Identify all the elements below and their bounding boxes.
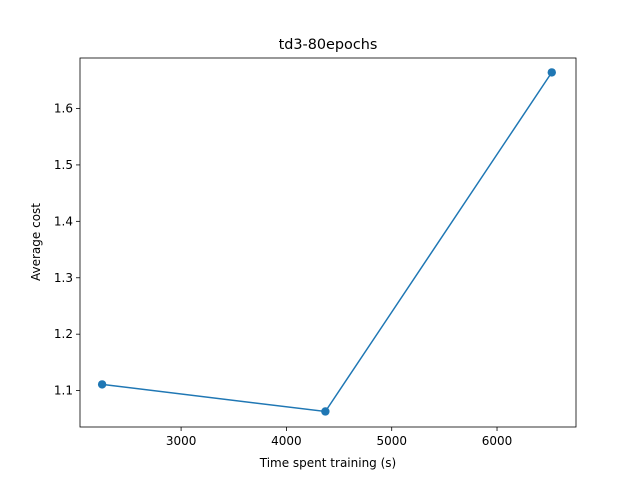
y-tick-label: 1.5 — [54, 158, 73, 172]
y-tick-label: 1.4 — [54, 214, 73, 228]
data-point — [547, 68, 556, 77]
data-point — [321, 407, 330, 416]
x-tick-label: 4000 — [271, 434, 302, 448]
data-point — [97, 380, 107, 389]
series-layer — [97, 68, 556, 416]
y-axis: 1.1 1.2 1.3 1.4 1.5 1.6 — [54, 101, 80, 398]
x-axis-label: Time spent training (s) — [259, 456, 396, 470]
chart-title: td3-80epochs — [279, 37, 378, 53]
x-tick-label: 3000 — [166, 434, 197, 448]
x-tick-label: 6000 — [482, 434, 513, 448]
plot-area — [79, 57, 577, 428]
y-tick-label: 1.1 — [54, 384, 73, 398]
y-tick-label: 1.6 — [54, 101, 73, 115]
y-tick-label: 1.3 — [54, 271, 73, 285]
y-axis-label: Average cost — [29, 203, 43, 281]
plot-frame — [79, 57, 577, 428]
x-tick-label: 5000 — [376, 434, 407, 448]
x-axis: 3000 4000 5000 6000 — [166, 427, 512, 448]
y-tick-label: 1.2 — [54, 327, 73, 341]
